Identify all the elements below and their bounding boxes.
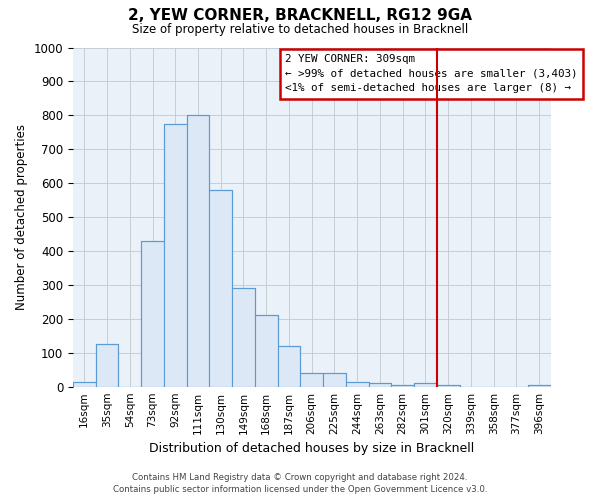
Bar bbox=[141, 241, 164, 386]
Bar bbox=[528, 385, 551, 386]
Text: Contains HM Land Registry data © Crown copyright and database right 2024.
Contai: Contains HM Land Registry data © Crown c… bbox=[113, 472, 487, 494]
Bar bbox=[301, 373, 323, 386]
Bar bbox=[323, 373, 346, 386]
Bar bbox=[232, 288, 255, 386]
Text: 2, YEW CORNER, BRACKNELL, RG12 9GA: 2, YEW CORNER, BRACKNELL, RG12 9GA bbox=[128, 8, 472, 22]
Bar bbox=[437, 385, 460, 386]
Text: 2 YEW CORNER: 309sqm
← >99% of detached houses are smaller (3,403)
<1% of semi-d: 2 YEW CORNER: 309sqm ← >99% of detached … bbox=[286, 54, 578, 93]
Bar bbox=[209, 190, 232, 386]
Bar bbox=[255, 316, 278, 386]
Text: Size of property relative to detached houses in Bracknell: Size of property relative to detached ho… bbox=[132, 22, 468, 36]
Bar bbox=[164, 124, 187, 386]
Bar bbox=[95, 344, 118, 387]
Bar bbox=[346, 382, 368, 386]
Bar bbox=[187, 116, 209, 386]
Bar bbox=[391, 385, 414, 386]
Bar bbox=[73, 382, 95, 386]
Bar bbox=[368, 384, 391, 386]
X-axis label: Distribution of detached houses by size in Bracknell: Distribution of detached houses by size … bbox=[149, 442, 475, 455]
Bar bbox=[414, 384, 437, 386]
Bar bbox=[278, 346, 301, 387]
Y-axis label: Number of detached properties: Number of detached properties bbox=[15, 124, 28, 310]
